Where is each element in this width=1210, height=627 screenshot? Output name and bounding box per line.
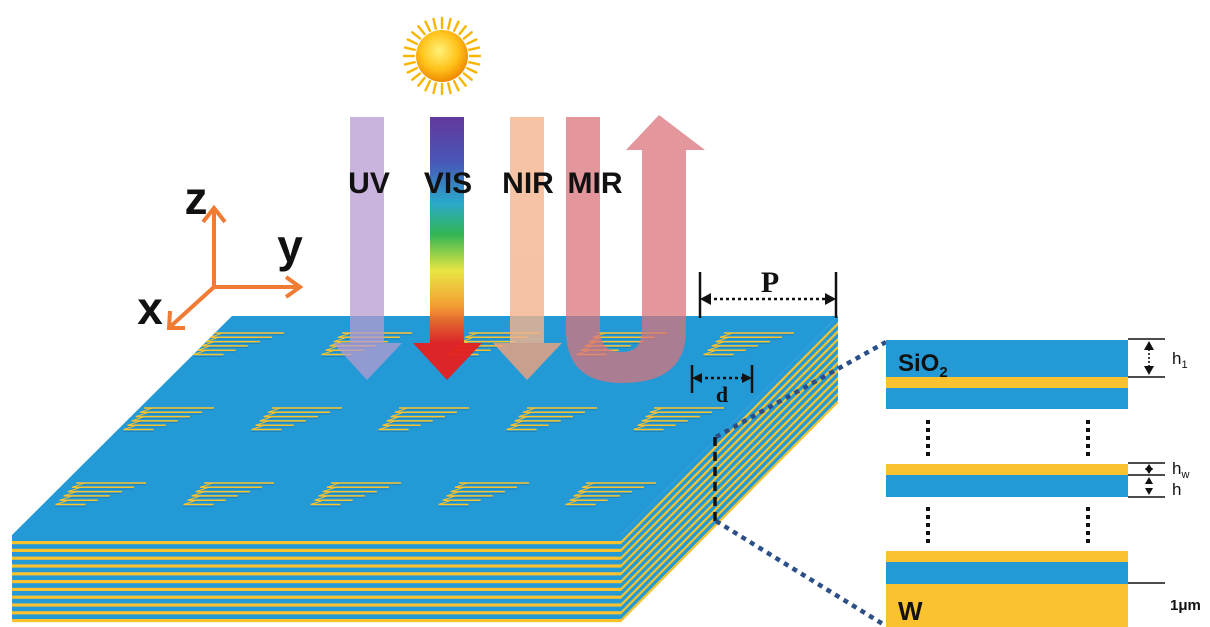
vis-arrow [413, 117, 482, 380]
grating-cell [438, 482, 529, 507]
front-metal-stripe [12, 603, 621, 607]
grating-cell [55, 482, 146, 507]
slab-right-face [621, 316, 838, 623]
side-metal-stripe [621, 368, 838, 591]
side-metal-stripe [621, 353, 838, 576]
layer-stack-detail [886, 338, 1165, 627]
pattern-label: d [716, 382, 728, 407]
h-label: h [1172, 480, 1181, 499]
front-metal-stripe [12, 572, 621, 576]
oxide-layer-2 [886, 388, 1128, 409]
grating-cell [310, 482, 401, 507]
y-axis-label: y [277, 220, 303, 272]
bottom-oxide-layer [886, 562, 1128, 584]
front-metal-stripe [12, 611, 621, 615]
front-metal-stripe [12, 564, 621, 568]
uv-arrow [333, 117, 402, 380]
slab-front-face [12, 535, 621, 623]
grating-cell [251, 407, 342, 432]
nir-arrow [493, 117, 562, 380]
mir-arrow [566, 115, 705, 383]
front-metal-stripe [12, 548, 621, 552]
grating-cell [123, 407, 214, 432]
front-metal-stripe [12, 619, 621, 623]
side-metal-stripe [621, 337, 838, 560]
front-metal-stripe [12, 595, 621, 599]
grating-cell [378, 407, 469, 432]
zoom-connector-top [714, 340, 888, 439]
side-metal-stripe [621, 329, 838, 552]
top-oxide-layer [886, 340, 1128, 377]
x-axis-label: x [137, 282, 163, 334]
period-dimension [698, 272, 838, 318]
period-label: P [761, 266, 779, 299]
side-metal-stripe [621, 322, 838, 545]
x-axis [169, 285, 216, 328]
tungsten-substrate [886, 584, 1128, 627]
grating-cell [633, 407, 724, 432]
hw-label: hw [1172, 459, 1189, 481]
side-metal-stripe [621, 376, 838, 599]
side-metal-stripe [621, 392, 838, 615]
grating-cell [506, 407, 597, 432]
sun-icon [402, 16, 482, 96]
front-metal-stripe [12, 587, 621, 591]
pattern-dimension [690, 365, 754, 393]
grating-cell [565, 482, 656, 507]
side-metal-stripe [621, 361, 838, 584]
mid-oxide-layer [886, 475, 1128, 497]
top-metal-layer [886, 377, 1128, 388]
mid-metal-layer [886, 464, 1128, 475]
substrate-thickness-label: 1μm [1170, 597, 1201, 614]
grating-cell [703, 332, 794, 357]
grating-cell [193, 332, 284, 357]
front-metal-stripe [12, 541, 621, 545]
nir-label: NIR [502, 167, 554, 200]
sio2-label: SiO2 [898, 350, 948, 381]
side-metal-stripe [621, 384, 838, 607]
z-axis-label: z [185, 172, 208, 224]
zoom-connector-bottom [714, 519, 888, 627]
side-metal-stripe [621, 400, 838, 623]
h1-label: h1 [1172, 349, 1188, 371]
mir-label: MIR [568, 167, 623, 200]
vis-label: VIS [424, 167, 472, 200]
coordinate-axes [166, 204, 304, 330]
front-metal-stripe [12, 556, 621, 560]
tungsten-label: W [898, 596, 923, 626]
grating-cell [183, 482, 274, 507]
side-metal-stripe [621, 345, 838, 568]
front-metal-stripe [12, 580, 621, 584]
bottom-metal-layer [886, 551, 1128, 562]
uv-label: UV [348, 167, 390, 200]
